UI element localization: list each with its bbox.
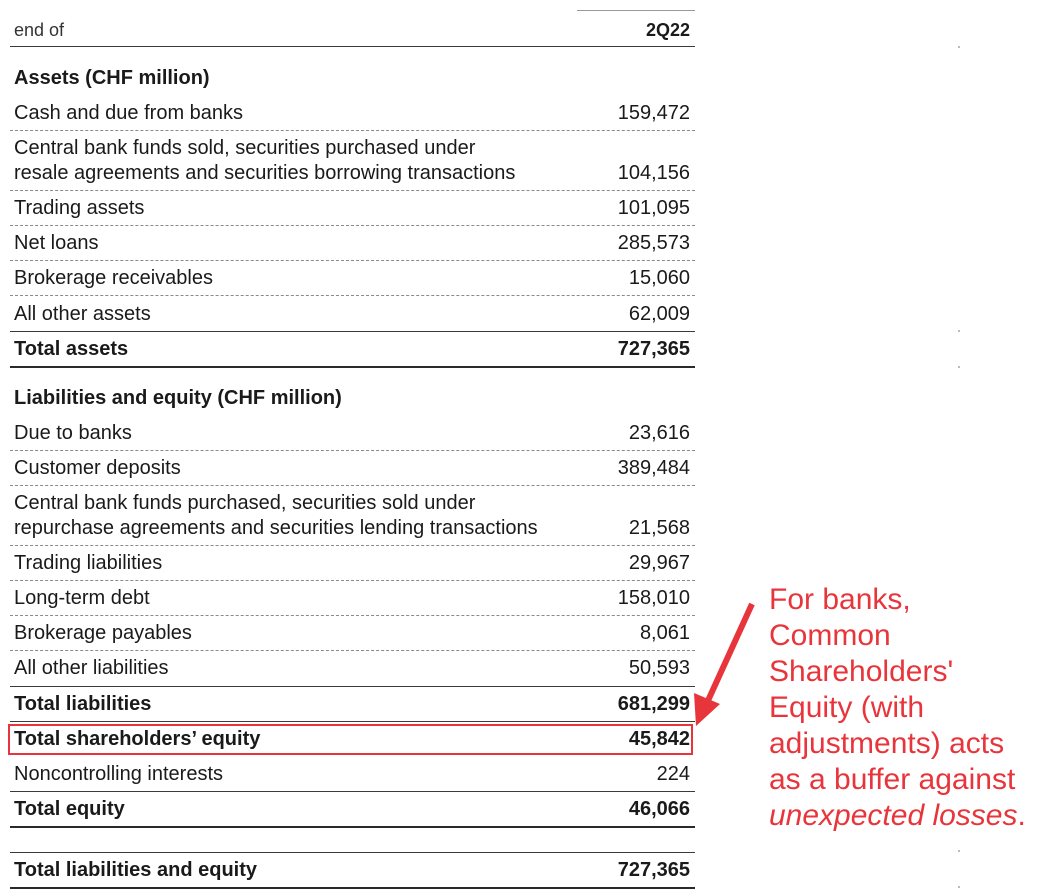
- liability-row-value: 21,568: [628, 517, 690, 539]
- asset-row-value: 62,009: [628, 303, 690, 325]
- annotation-line: unexpected losses.: [769, 798, 1049, 834]
- liability-row-label: Brokerage payables: [14, 622, 192, 644]
- grand-total-top-rule: [10, 852, 695, 853]
- speck: [958, 330, 960, 332]
- liability-row-value: 50,593: [628, 657, 690, 679]
- shareholders-equity-label: Total shareholders’ equity: [14, 728, 261, 750]
- row-divider: [10, 295, 695, 296]
- liability-row-label: Central bank funds purchased, securities…: [14, 492, 476, 514]
- highlight-box: [8, 724, 693, 755]
- total-rule: [10, 826, 695, 828]
- annotation-line: adjustments) acts: [769, 727, 1005, 760]
- subtotal-rule: [10, 791, 695, 792]
- asset-row-label: Brokerage receivables: [14, 267, 213, 289]
- annotation-end: .: [1017, 799, 1026, 832]
- asset-row-value: 159,472: [617, 102, 690, 124]
- header-rule: [10, 46, 695, 47]
- liability-row-value: 29,967: [628, 552, 690, 574]
- speck: [958, 850, 960, 852]
- liability-row-label: Customer deposits: [14, 457, 181, 479]
- subtotal-rule: [10, 686, 695, 687]
- asset-row-label: Central bank funds sold, securities purc…: [14, 137, 476, 159]
- total-assets-label: Total assets: [14, 338, 129, 360]
- asset-row-value: 101,095: [617, 197, 690, 219]
- shareholders-equity-value: 45,842: [628, 728, 690, 750]
- asset-row-value: 285,573: [617, 232, 690, 254]
- asset-row-value: 104,156: [617, 162, 690, 184]
- asset-row-label: resale agreements and securities borrowi…: [14, 162, 516, 184]
- total-liabilities-label: Total liabilities: [14, 693, 152, 715]
- speck: [958, 46, 960, 48]
- row-divider: [10, 615, 695, 616]
- row-divider: [10, 190, 695, 191]
- total-equity-value: 46,066: [628, 798, 690, 820]
- row-divider: [10, 225, 695, 226]
- grand-total-label: Total liabilities and equity: [14, 859, 257, 881]
- asset-row-label: Trading assets: [14, 197, 145, 219]
- liability-row-value: 23,616: [628, 422, 690, 444]
- assets-section-title: Assets (CHF million): [14, 67, 210, 89]
- liability-row-label: repurchase agreements and securities len…: [14, 517, 538, 539]
- liability-row-label: Trading liabilities: [14, 552, 163, 574]
- annotation-line: as a buffer against: [769, 763, 1016, 796]
- total-rule: [10, 366, 695, 368]
- annotation-line: Shareholders': [769, 655, 954, 688]
- row-divider: [10, 130, 695, 131]
- annotation-line: Equity (with: [769, 691, 925, 724]
- row-divider: [10, 260, 695, 261]
- annotation-line: For banks,: [769, 583, 911, 616]
- liability-row-value: 158,010: [617, 587, 690, 609]
- annotation-emphasis: unexpected losses: [769, 799, 1018, 832]
- row-divider: [10, 450, 695, 451]
- liabilities-section-title: Liabilities and equity (CHF million): [14, 387, 342, 409]
- annotation-text: For banks, Common Shareholders' Equity (…: [769, 582, 1049, 834]
- noncontrolling-value: 224: [656, 763, 690, 785]
- liability-row-value: 8,061: [639, 622, 690, 644]
- asset-row-label: Cash and due from banks: [14, 102, 244, 124]
- asset-row-label: All other assets: [14, 303, 151, 325]
- asset-row-value: 15,060: [628, 267, 690, 289]
- row-divider: [10, 485, 695, 486]
- row-divider: [10, 580, 695, 581]
- asset-row-label: Net loans: [14, 232, 99, 254]
- noncontrolling-label: Noncontrolling interests: [14, 763, 223, 785]
- subtotal-rule: [10, 331, 695, 332]
- annotation-line: Common: [769, 619, 891, 652]
- liability-row-label: All other liabilities: [14, 657, 169, 679]
- total-equity-label: Total equity: [14, 798, 125, 820]
- speck: [958, 886, 960, 888]
- grand-total-value: 727,365: [617, 859, 690, 881]
- speck: [958, 366, 960, 368]
- liability-row-label: Long-term debt: [14, 587, 150, 609]
- total-liabilities-value: 681,299: [617, 693, 690, 715]
- row-divider: [10, 545, 695, 546]
- period-header: 2Q22: [645, 20, 690, 40]
- period-label: end of: [14, 20, 65, 40]
- liability-row-label: Due to banks: [14, 422, 132, 444]
- subtotal-rule: [10, 721, 695, 722]
- row-divider: [10, 650, 695, 651]
- grand-total-rule: [10, 887, 695, 889]
- total-assets-value: 727,365: [617, 338, 690, 360]
- liability-row-value: 389,484: [617, 457, 690, 479]
- header-top-rule: [577, 10, 695, 11]
